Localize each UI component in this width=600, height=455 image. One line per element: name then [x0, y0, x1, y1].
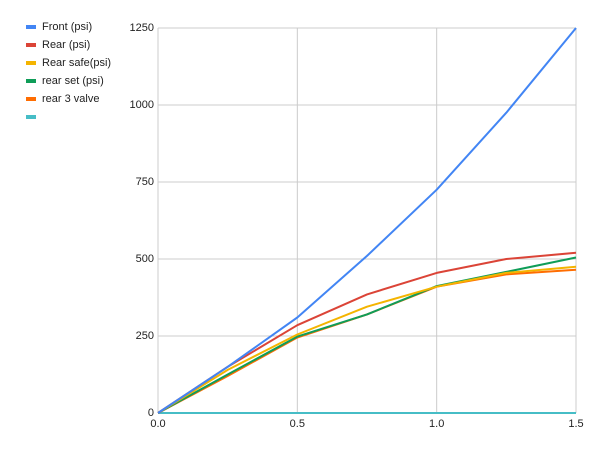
legend-swatch	[26, 115, 36, 119]
legend-swatch	[26, 79, 36, 83]
y-tick-label: 750	[136, 176, 154, 188]
y-tick-label: 500	[136, 253, 154, 265]
legend-label: Rear (psi)	[42, 39, 90, 51]
legend-swatch	[26, 43, 36, 47]
legend-swatch	[26, 25, 36, 29]
series-line	[157, 256, 577, 414]
x-tick-label: 0.5	[290, 418, 305, 430]
y-tick-label: 1250	[130, 22, 154, 34]
series-line	[157, 27, 577, 414]
y-tick-label: 0	[148, 407, 154, 419]
y-tick-label: 250	[136, 330, 154, 342]
legend-label: Rear safe(psi)	[42, 57, 111, 69]
legend-label: rear 3 valve	[42, 93, 99, 105]
series-line	[157, 251, 577, 414]
y-tick-label: 1000	[130, 99, 154, 111]
series-line	[157, 268, 577, 414]
x-tick-label: 0.0	[150, 418, 165, 430]
legend-label: Front (psi)	[42, 21, 92, 33]
x-tick-label: 1.0	[429, 418, 444, 430]
x-tick-label: 1.5	[568, 418, 583, 430]
legend-label: rear set (psi)	[42, 75, 104, 87]
series-line	[157, 265, 577, 414]
legend-swatch	[26, 61, 36, 65]
legend-swatch	[26, 97, 36, 101]
